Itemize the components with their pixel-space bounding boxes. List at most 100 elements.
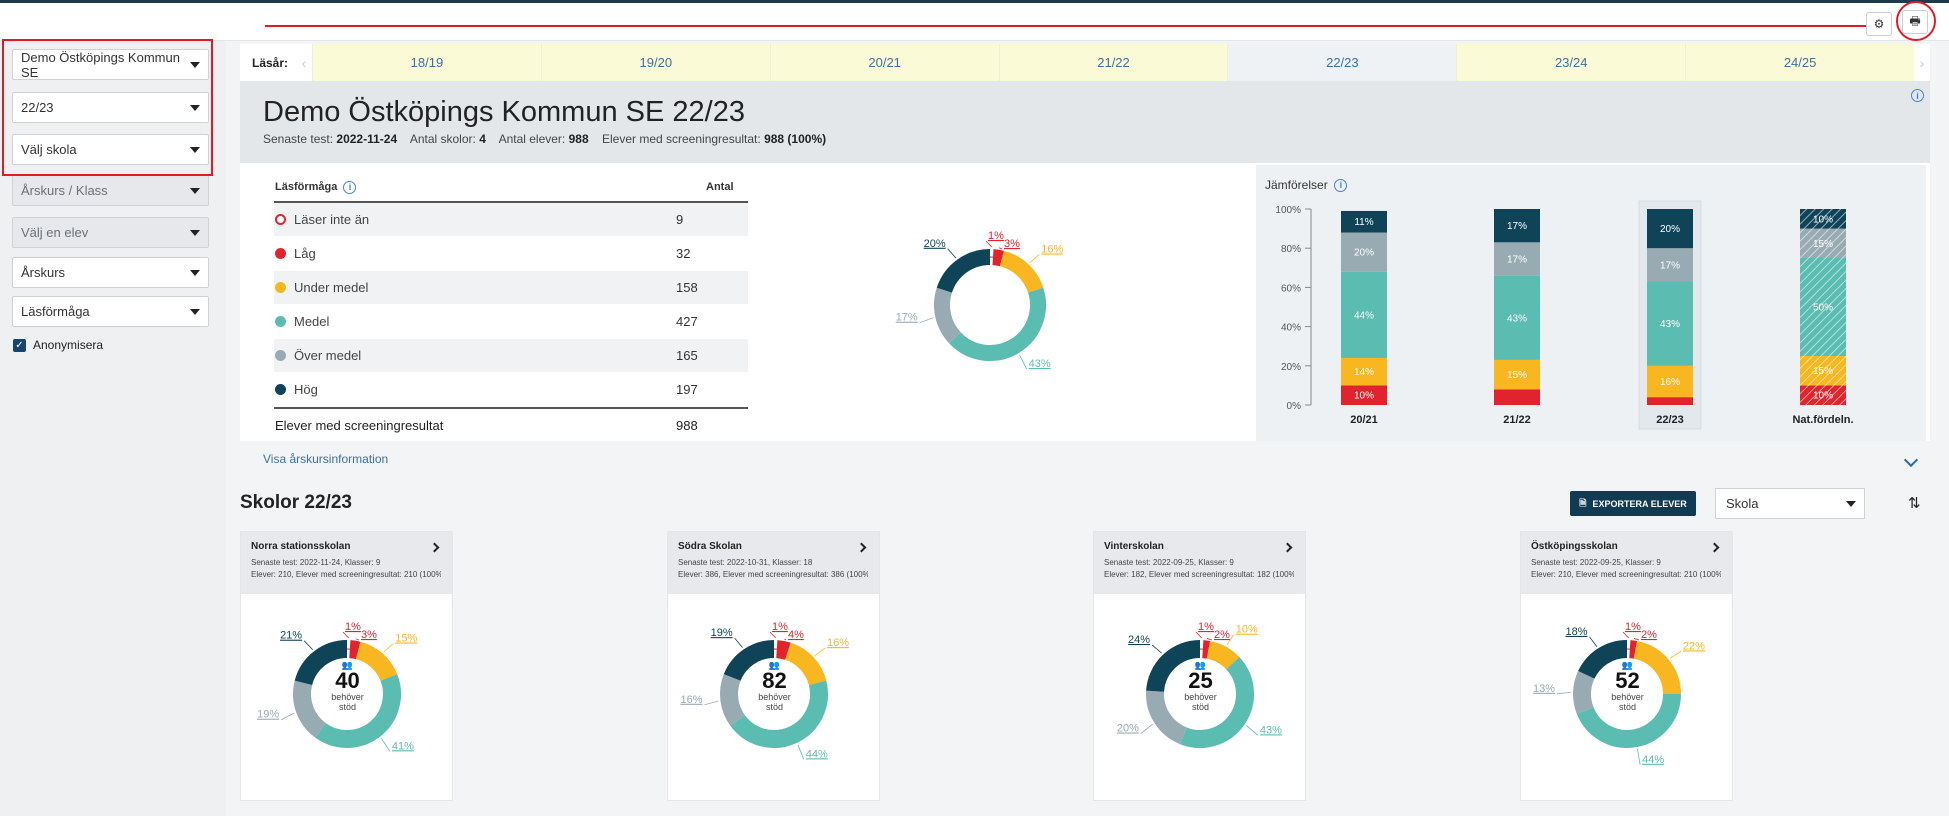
school-donut-slice [1202, 640, 1211, 659]
school-donut-slice [1633, 640, 1681, 695]
settings-icon[interactable]: ⚙ [1866, 12, 1892, 36]
school-donut-label: 18% [1565, 626, 1587, 638]
school-donut-label: 1% [345, 621, 361, 633]
row-label-text: Medel [294, 314, 330, 329]
school-sort-select[interactable]: Skola [1715, 488, 1865, 519]
table-row: Hög 197 [274, 373, 748, 407]
school-year-bar: Läsår: ‹ 18/19 19/20 20/21 21/22 22/23 23/24 2… [240, 44, 1930, 81]
school-card-header[interactable]: Vinterskolan Senaste test: 2022-09-25, Kl… [1094, 532, 1305, 594]
school-card-header[interactable]: Östköpingsskolan Senaste test: 2022-09-25… [1521, 532, 1732, 594]
school-donut-label: 24% [1128, 634, 1150, 646]
sort-icon[interactable]: ⇅ [1908, 495, 1921, 512]
bar-segment [1341, 385, 1387, 405]
support-count: 👥 52 behöver stöd [1521, 660, 1734, 712]
chevron-down-icon[interactable] [1903, 452, 1919, 468]
stat-label-students: Antal elever: [498, 132, 566, 146]
support-count-value: 40 [335, 668, 360, 693]
support-count: 👥 25 behöver stöd [1094, 660, 1307, 712]
row-label: Läser inte än [275, 212, 676, 227]
school-test-info: Senaste test: 2022-11-24, Klasser: 9 [251, 558, 381, 567]
filter-sidebar: Demo Östköpings Kommun SE 22/23 Välj sko… [0, 41, 226, 816]
bar-value-label: 50% [1813, 303, 1833, 314]
school-card-header[interactable]: Södra Skolan Senaste test: 2022-10-31, Kl… [668, 532, 879, 594]
chevron-left-icon[interactable]: ‹ [301, 54, 307, 71]
table-header: Läsförmåga i Antal [274, 173, 748, 203]
school-donut-label: 1% [772, 621, 788, 633]
school-donut-leader [1622, 631, 1630, 639]
school-donut-slice [1146, 690, 1188, 745]
ability-select[interactable]: Läsförmåga [12, 296, 209, 327]
school-donut-chart: 1%2% 22% 44% 13% 18% [1533, 621, 1705, 766]
column-header-ability: Läsförmåga i [274, 180, 706, 194]
bar-segment [1494, 359, 1540, 390]
year-tab[interactable]: 24/25 [1685, 44, 1915, 81]
ability-donut-slice [999, 250, 1044, 294]
table-row: Läser inte än 9 [274, 203, 748, 237]
year-tab[interactable]: 18/19 [312, 44, 541, 81]
stat-label-schools: Antal skolor: [409, 132, 476, 146]
support-count-text: behöver [331, 692, 364, 702]
school-card[interactable]: Norra stationsskolan Senaste test: 2022-1… [240, 531, 453, 801]
top-accent-line [0, 0, 1949, 3]
row-label: Under medel [275, 280, 676, 295]
bar-segment [1494, 389, 1540, 405]
class-select[interactable]: Årskurs / Klass [12, 175, 209, 206]
chevron-down-icon [190, 309, 200, 315]
school-donut-slice [315, 674, 401, 748]
school-donut-slice [784, 642, 827, 686]
year-tab[interactable]: 22/23 [1227, 44, 1457, 81]
school-donut-leader [1206, 638, 1213, 641]
school-card[interactable]: Östköpingsskolan Senaste test: 2022-09-25… [1520, 531, 1733, 801]
bar-value-label: 17% [1660, 260, 1680, 271]
support-count-text-2: stöd [1191, 702, 1209, 712]
anonymize-checkbox[interactable]: ✓ Anonymisera [13, 338, 103, 352]
school-donut-leader [1246, 725, 1259, 736]
info-icon[interactable]: i [1334, 178, 1348, 192]
info-icon[interactable]: i [1911, 89, 1924, 102]
row-label-text: Låg [294, 246, 316, 261]
school-card[interactable]: Södra Skolan Senaste test: 2022-10-31, Kl… [667, 531, 880, 801]
grade-select[interactable]: Årskurs [12, 257, 209, 288]
school-donut-label: 2% [1214, 629, 1230, 641]
info-icon[interactable]: i [343, 180, 357, 194]
school-student-info: Elever: 210, Elever med screeningresulta… [251, 570, 441, 579]
year-tab[interactable]: 19/20 [540, 44, 770, 81]
y-tick-label: 20% [1281, 362, 1301, 373]
student-select[interactable]: Välj en elev [12, 217, 209, 248]
bar-value-label: 10% [1813, 391, 1833, 402]
year-tab[interactable]: 21/22 [998, 44, 1228, 81]
school-card[interactable]: Vinterskolan Senaste test: 2022-09-25, Kl… [1093, 531, 1306, 801]
school-card-header[interactable]: Norra stationsskolan Senaste test: 2022-1… [241, 532, 452, 594]
ability-donut-leader [1029, 254, 1040, 264]
y-tick-label: 40% [1281, 323, 1301, 334]
school-donut-leader [303, 640, 313, 651]
school-donut-slice [1146, 640, 1201, 693]
level-dot-icon [275, 350, 286, 361]
students-icon: 👥 [341, 660, 354, 670]
table-total-row: Elever med screeningresultat 988 [274, 407, 748, 441]
school-donut-slice [720, 674, 746, 726]
class-select-value: Årskurs / Klass [21, 183, 108, 198]
grade-info-link[interactable]: Visa årskursinformation [263, 452, 389, 466]
ability-donut-label: 20% [924, 238, 946, 250]
total-label: Elever med screeningresultat [275, 417, 444, 433]
ability-donut-slice [936, 249, 991, 294]
school-donut-label: 4% [788, 629, 804, 641]
year-tab[interactable]: 23/24 [1456, 44, 1686, 81]
school-donut-chart: 1%2% 10% 43% 20% 24% [1117, 621, 1282, 748]
export-students-button[interactable]: 🗎 EXPORTERA ELEVER [1570, 491, 1696, 516]
year-tab[interactable]: 20/21 [769, 44, 999, 81]
ability-donut-leader [947, 248, 957, 259]
chevron-right-icon[interactable]: › [1919, 54, 1925, 71]
school-student-info: Elever: 182, Elever med screeningresulta… [1104, 570, 1294, 579]
stat-value-latest-test: 2022-11-24 [336, 132, 398, 146]
annotation-arrow [265, 20, 1889, 32]
school-donut-leader [1195, 631, 1203, 639]
row-value: 427 [676, 314, 698, 329]
overview-header: Demo Östköpings Kommun SE 22/23 Senaste … [240, 81, 1930, 163]
school-donut-chart: 1%3% 15% 41% 19% 21% [257, 621, 417, 752]
school-select[interactable]: Välj skola [12, 134, 209, 165]
school-year-label: Läsår: [252, 55, 289, 70]
kommun-select[interactable]: Demo Östköpings Kommun SE [12, 49, 209, 80]
year-select[interactable]: 22/23 [12, 92, 209, 123]
